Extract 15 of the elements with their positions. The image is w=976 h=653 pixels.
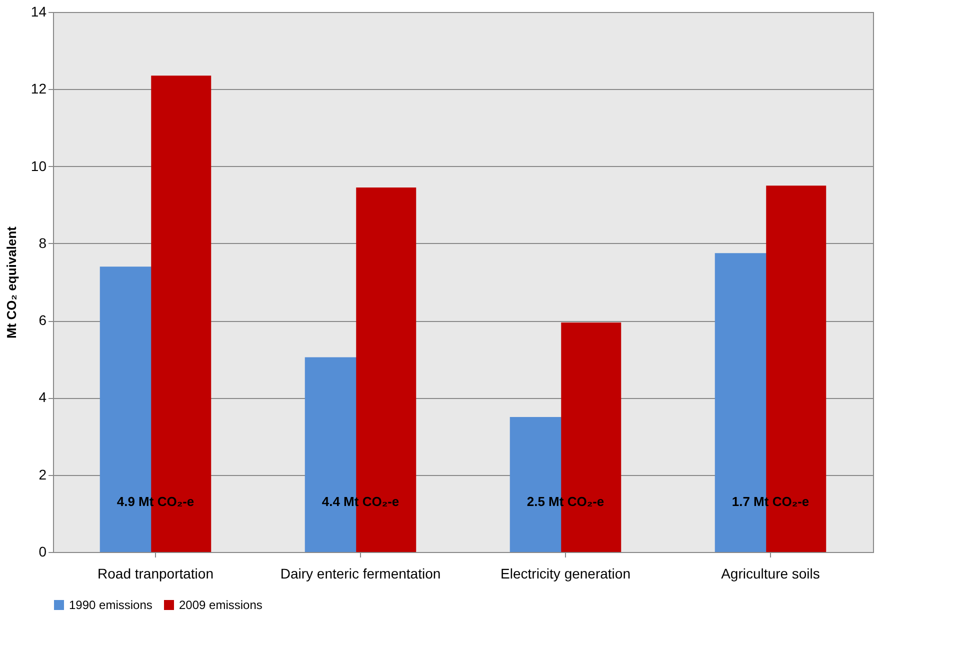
y-tick-label: 4: [38, 389, 47, 406]
y-tick-label: 6: [38, 312, 47, 328]
y-tick-label: 8: [38, 234, 47, 251]
x-tick-label: Electricity generation: [500, 566, 630, 582]
y-tick-label: 2: [38, 466, 47, 482]
x-tick-label: Dairy enteric fermentation: [280, 566, 441, 582]
y-tick-label: 12: [30, 80, 47, 97]
y-tick-label: 0: [38, 544, 47, 560]
y-axis-title: Mt CO₂ equivalent: [4, 226, 19, 338]
x-tick-label: Road tranportation: [98, 566, 214, 582]
y-tick-label: 14: [30, 4, 47, 20]
legend-label: 2009 emissions: [179, 598, 262, 612]
y-tick-label: 10: [30, 158, 47, 174]
x-tick-label: Agriculture soils: [721, 566, 820, 582]
legend-label: 1990 emissions: [69, 598, 152, 612]
